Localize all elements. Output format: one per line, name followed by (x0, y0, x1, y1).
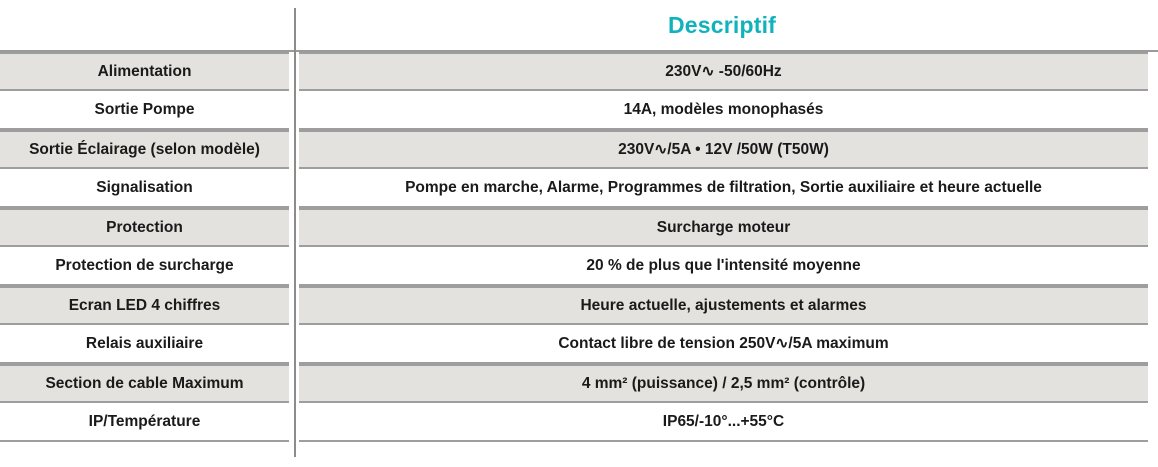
row-value: 20 % de plus que l'intensité moyenne (299, 247, 1148, 286)
row-value: 230V∿/5A • 12V /50W (T50W) (299, 130, 1148, 169)
header-label-column (0, 0, 294, 50)
row-value: Contact libre de tension 250V∿/5A maximu… (299, 325, 1148, 364)
table-row: Ecran LED 4 chiffres Heure actuelle, aju… (0, 286, 1158, 325)
table-row: Section de cable Maximum 4 mm² (puissanc… (0, 364, 1158, 403)
table-row: Signalisation Pompe en marche, Alarme, P… (0, 169, 1158, 208)
row-value: Pompe en marche, Alarme, Programmes de f… (299, 169, 1148, 208)
row-label: Sortie Éclairage (selon modèle) (0, 130, 289, 169)
table-row: Sortie Pompe 14A, modèles monophasés (0, 91, 1158, 130)
table-row: Protection Surcharge moteur (0, 208, 1158, 247)
row-label: Protection (0, 208, 289, 247)
row-label: Sortie Pompe (0, 91, 289, 130)
row-label: Protection de surcharge (0, 247, 289, 286)
table-row: Alimentation 230V∿ -50/60Hz (0, 52, 1158, 91)
header-value-column: Descriptif (296, 0, 1148, 50)
row-label: Section de cable Maximum (0, 364, 289, 403)
column-divider (294, 8, 296, 457)
row-value: 230V∿ -50/60Hz (299, 52, 1148, 91)
table-body: Alimentation 230V∿ -50/60Hz Sortie Pompe… (0, 52, 1158, 442)
row-label: Ecran LED 4 chiffres (0, 286, 289, 325)
row-value: Heure actuelle, ajustements et alarmes (299, 286, 1148, 325)
row-value: IP65/-10°...+55°C (299, 403, 1148, 442)
row-label: IP/Température (0, 403, 289, 442)
table-row: Protection de surcharge 20 % de plus que… (0, 247, 1158, 286)
row-label: Relais auxiliaire (0, 325, 289, 364)
table-header-row: Descriptif (0, 0, 1158, 52)
row-value: 14A, modèles monophasés (299, 91, 1148, 130)
row-value: 4 mm² (puissance) / 2,5 mm² (contrôle) (299, 364, 1148, 403)
table-row: Sortie Éclairage (selon modèle) 230V∿/5A… (0, 130, 1158, 169)
header-descriptif-title: Descriptif (667, 11, 777, 38)
table-row: IP/Température IP65/-10°...+55°C (0, 403, 1158, 442)
table-row: Relais auxiliaire Contact libre de tensi… (0, 325, 1158, 364)
row-label: Signalisation (0, 169, 289, 208)
row-value: Surcharge moteur (299, 208, 1148, 247)
row-label: Alimentation (0, 52, 289, 91)
